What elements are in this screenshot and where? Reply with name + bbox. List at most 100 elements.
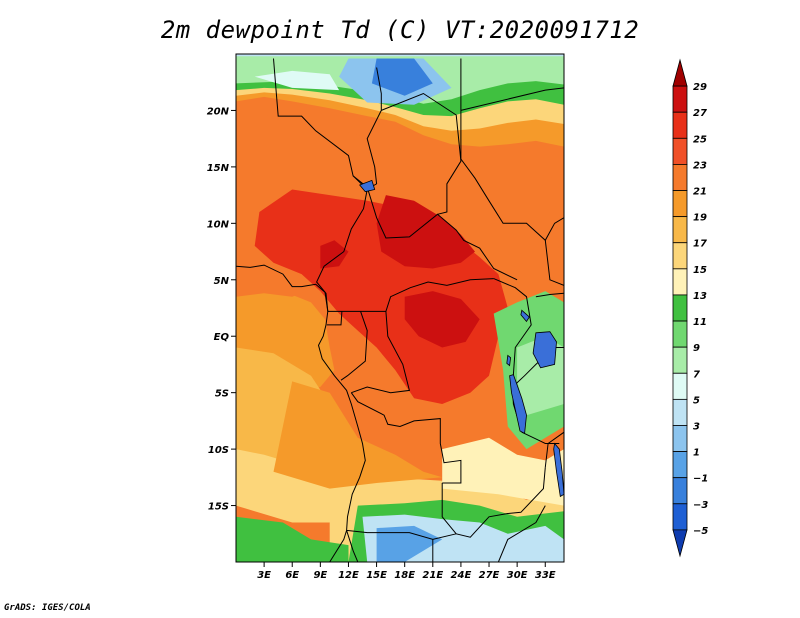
border-21	[329, 530, 348, 562]
colorbar-label: 27	[693, 108, 707, 119]
colorbar-swatch	[672, 137, 688, 165]
lon-tick-label: 21E	[422, 570, 443, 581]
field-region-1	[371, 58, 433, 96]
border-3	[381, 92, 462, 215]
border-8	[326, 311, 343, 326]
border-6	[327, 278, 494, 312]
colorbar-swatch	[672, 346, 688, 374]
colorbar-swatch	[672, 294, 688, 322]
lat-tick-label: 5N	[214, 276, 230, 287]
colorbar-swatch	[672, 242, 688, 270]
border-7	[351, 311, 411, 394]
colorbar-label: 11	[693, 317, 707, 328]
colorbar-swatch	[672, 111, 688, 139]
field-hot-3	[320, 240, 349, 269]
border-18	[535, 292, 564, 298]
border-20	[497, 505, 546, 562]
field-region-2	[254, 70, 340, 91]
lat-tick-label: 20N	[207, 106, 230, 117]
grads-credit: GrADS: IGES/COLA	[4, 603, 91, 613]
colorbar-swatch	[672, 58, 688, 87]
colorbar-swatch	[672, 529, 688, 558]
field-sea-2	[236, 449, 344, 523]
lon-tick-label: 12E	[338, 570, 359, 581]
colorbar-legend: 29 27 25 23 21 19 17 15 13 11 9 7 5 3 1 −1 −3 −5	[672, 58, 708, 558]
field-hot-1	[376, 195, 475, 269]
colorbar-swatch	[672, 268, 688, 296]
lake-victoria	[532, 331, 557, 369]
map-title: 2m dewpoint Td (C) VT:2020091712	[160, 16, 640, 44]
colorbar-label: 15	[693, 265, 707, 276]
colorbar-label: 17	[693, 239, 707, 250]
colorbar-label: 21	[693, 187, 707, 198]
lon-tick-label: 30E	[507, 570, 528, 581]
border-2	[366, 67, 382, 190]
colorbar-swatch	[672, 398, 688, 426]
border-15	[544, 431, 564, 468]
lat-tick-label: 10N	[207, 219, 230, 230]
colorbar-label: 23	[693, 160, 707, 171]
colorbar-label: 9	[693, 343, 700, 354]
lake-albert	[520, 309, 530, 323]
lake-malawi	[553, 442, 564, 498]
colorbar-label: −3	[693, 500, 708, 511]
colorbar-swatch	[672, 85, 688, 113]
lake-tanganyika	[509, 374, 527, 434]
border-12	[441, 467, 546, 538]
lat-tick-label: 10S	[208, 445, 229, 456]
field-region-7	[236, 516, 349, 562]
colorbar-label: −1	[693, 474, 708, 485]
lat-tick-label: 15N	[207, 163, 230, 174]
colorbar-label: 13	[693, 291, 707, 302]
colorbar-label: 7	[693, 369, 700, 380]
colorbar-swatch	[672, 190, 688, 218]
field-region-10	[442, 437, 564, 506]
lon-tick-label: 3E	[257, 570, 271, 581]
lon-tick-label: 18E	[394, 570, 415, 581]
longitude-axis: 3E 6E 9E 12E 15E 18E 21E 24E 27E 30E 33E	[257, 562, 556, 581]
colorbar-label: 19	[693, 213, 707, 224]
lat-tick-label: 15S	[208, 502, 229, 513]
colorbar-label: 25	[693, 134, 707, 145]
colorbar-swatch	[672, 451, 688, 479]
colorbar-label: −5	[693, 526, 708, 537]
dewpoint-field	[236, 54, 564, 562]
colorbar-swatch	[672, 425, 688, 452]
colorbar-label: 1	[693, 448, 700, 459]
colorbar-swatch	[672, 216, 688, 244]
colorbar-label: 29	[693, 82, 707, 93]
field-hot-2	[404, 291, 480, 348]
border-17	[544, 240, 564, 286]
colorbar-swatch	[672, 372, 688, 400]
field-region-6	[376, 525, 443, 562]
colorbar-swatch	[672, 164, 688, 191]
colorbar-label: 3	[693, 421, 700, 432]
colorbar-swatch	[672, 503, 688, 531]
border-5	[460, 87, 564, 111]
border-9	[340, 311, 368, 381]
field-band-6	[236, 54, 564, 57]
border-4	[460, 58, 564, 242]
lon-tick-label: 24E	[451, 570, 472, 581]
lon-tick-label: 15E	[366, 570, 387, 581]
plot-frame	[235, 53, 565, 563]
border-13	[346, 529, 457, 540]
colorbar-label: 5	[693, 395, 700, 406]
lon-tick-label: 6E	[285, 570, 299, 581]
latitude-axis: 20N 15N 10N 5N EQ 5S 10S 15S	[207, 106, 236, 513]
lon-tick-label: 9E	[313, 570, 327, 581]
border-14	[521, 431, 560, 444]
colorbar-swatch	[672, 320, 688, 348]
border-1	[352, 175, 518, 281]
lake-kivu	[506, 354, 512, 367]
lat-tick-label: 5S	[215, 389, 229, 400]
lon-tick-label: 33E	[535, 570, 556, 581]
lat-tick-label: EQ	[214, 332, 230, 343]
lon-tick-label: 27E	[479, 570, 500, 581]
border-11	[350, 392, 462, 484]
field-region-11	[273, 381, 443, 489]
plot-area	[236, 54, 564, 562]
border-16	[512, 347, 564, 388]
colorbar-swatch	[672, 477, 688, 505]
